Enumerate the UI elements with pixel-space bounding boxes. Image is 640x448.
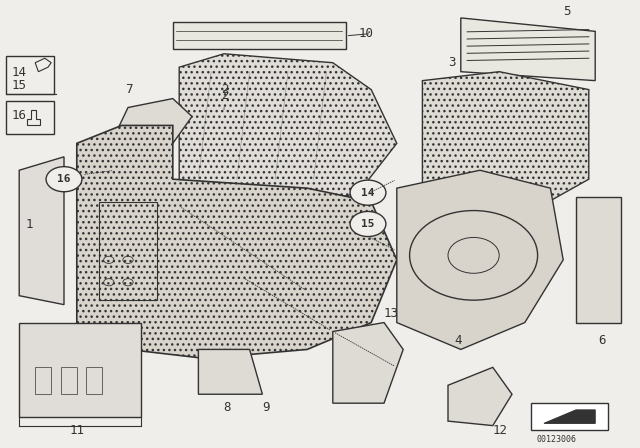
Polygon shape xyxy=(422,72,589,224)
Text: 00123006: 00123006 xyxy=(537,435,577,444)
Text: 12: 12 xyxy=(493,423,508,437)
Text: 14: 14 xyxy=(12,66,26,79)
Text: 15: 15 xyxy=(361,219,375,229)
Circle shape xyxy=(46,167,82,192)
Text: 11: 11 xyxy=(69,423,84,437)
Text: 3: 3 xyxy=(448,56,456,69)
Polygon shape xyxy=(198,349,262,394)
Text: 6: 6 xyxy=(598,334,606,347)
Text: 10: 10 xyxy=(358,27,373,40)
Text: 16: 16 xyxy=(57,174,71,184)
FancyBboxPatch shape xyxy=(6,101,54,134)
Circle shape xyxy=(350,180,386,205)
Polygon shape xyxy=(77,125,397,358)
Polygon shape xyxy=(173,22,346,49)
Polygon shape xyxy=(544,410,595,423)
Text: 9: 9 xyxy=(262,401,269,414)
Text: 13: 13 xyxy=(384,307,399,320)
Polygon shape xyxy=(19,323,141,417)
Polygon shape xyxy=(333,323,403,403)
Polygon shape xyxy=(179,54,397,206)
Circle shape xyxy=(350,211,386,237)
Text: 4: 4 xyxy=(454,334,462,347)
Text: 1: 1 xyxy=(26,217,33,231)
Polygon shape xyxy=(397,170,563,349)
Polygon shape xyxy=(448,367,512,426)
Text: 7: 7 xyxy=(125,83,132,96)
Text: 2: 2 xyxy=(221,89,228,110)
Text: 2: 2 xyxy=(221,83,228,96)
Polygon shape xyxy=(19,157,64,305)
Text: 8: 8 xyxy=(223,401,231,414)
FancyBboxPatch shape xyxy=(6,56,54,94)
Text: 15: 15 xyxy=(12,79,26,92)
Text: 16: 16 xyxy=(12,109,26,122)
Polygon shape xyxy=(461,18,595,81)
Polygon shape xyxy=(576,197,621,323)
Text: 5: 5 xyxy=(563,4,571,18)
Polygon shape xyxy=(115,99,192,148)
Text: 14: 14 xyxy=(361,188,375,198)
FancyBboxPatch shape xyxy=(531,403,608,430)
